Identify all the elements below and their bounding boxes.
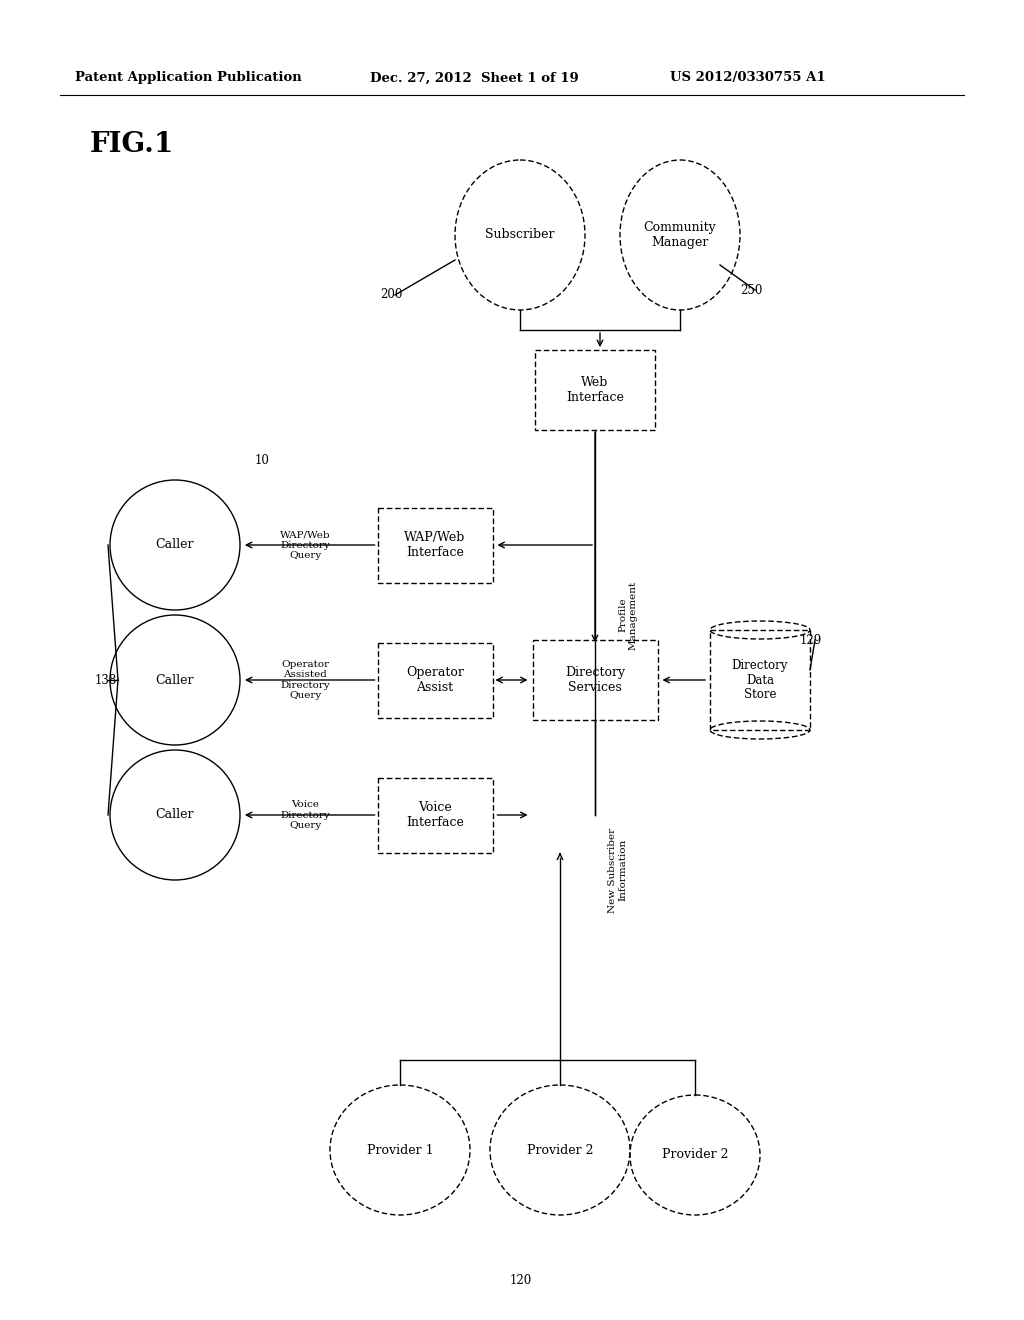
Text: 138: 138: [95, 673, 118, 686]
Text: 120: 120: [510, 1274, 532, 1287]
Bar: [710, 630, 810, 730]
Text: 250: 250: [740, 284, 763, 297]
Text: Provider 2: Provider 2: [662, 1148, 728, 1162]
Text: Provider 1: Provider 1: [367, 1143, 433, 1156]
Text: 200: 200: [380, 289, 402, 301]
Text: US 2012/0330755 A1: US 2012/0330755 A1: [670, 71, 825, 84]
Text: WAP/Web
Interface: WAP/Web Interface: [404, 531, 466, 558]
Text: 129: 129: [800, 634, 822, 647]
Bar: [535, 350, 655, 430]
Text: Voice
Interface: Voice Interface: [407, 801, 464, 829]
Text: Operator
Assisted
Directory
Query: Operator Assisted Directory Query: [281, 660, 330, 700]
Text: Caller: Caller: [156, 539, 195, 552]
Bar: [378, 507, 493, 582]
Text: Patent Application Publication: Patent Application Publication: [75, 71, 302, 84]
Bar: [378, 777, 493, 853]
Text: Dec. 27, 2012  Sheet 1 of 19: Dec. 27, 2012 Sheet 1 of 19: [370, 71, 579, 84]
Text: Directory
Services: Directory Services: [565, 667, 625, 694]
Text: 10: 10: [255, 454, 270, 466]
Text: FIG.1: FIG.1: [90, 132, 174, 158]
Bar: [532, 640, 657, 719]
Text: Profile
Management: Profile Management: [618, 581, 638, 649]
Text: Caller: Caller: [156, 808, 195, 821]
Text: Voice
Directory
Query: Voice Directory Query: [281, 800, 330, 830]
Text: Web
Interface: Web Interface: [566, 376, 624, 404]
Text: Community
Manager: Community Manager: [644, 220, 717, 249]
Text: New Subscriber
Information: New Subscriber Information: [608, 828, 628, 912]
Text: WAP/Web
Directory
Query: WAP/Web Directory Query: [280, 531, 331, 560]
Text: Directory
Data
Store: Directory Data Store: [732, 659, 788, 701]
Text: Operator
Assist: Operator Assist: [407, 667, 464, 694]
Text: Caller: Caller: [156, 673, 195, 686]
Text: Subscriber: Subscriber: [485, 228, 555, 242]
Bar: [378, 643, 493, 718]
Text: Provider 2: Provider 2: [526, 1143, 593, 1156]
